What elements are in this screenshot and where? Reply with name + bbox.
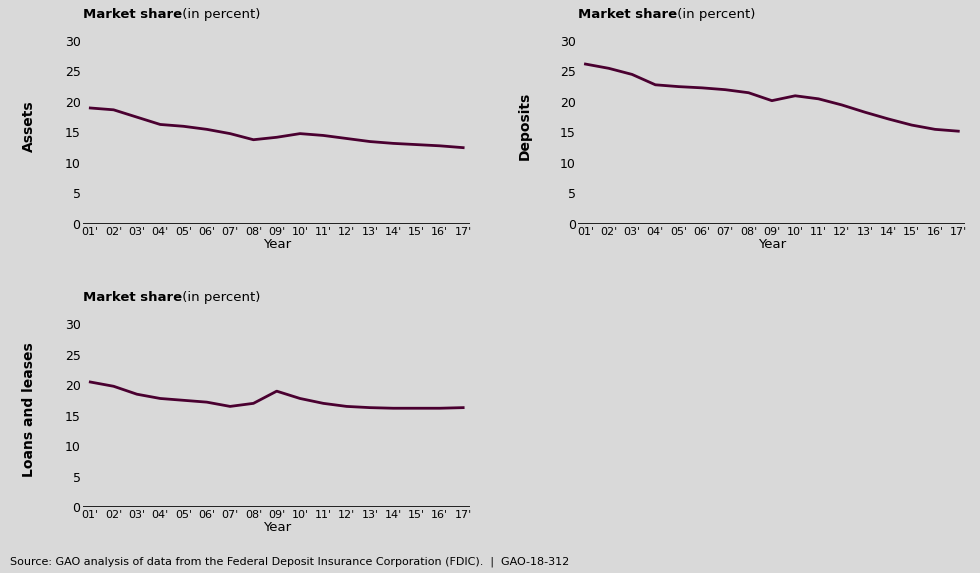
Text: Market share: Market share: [83, 291, 182, 304]
Text: Deposits: Deposits: [517, 92, 531, 160]
Text: Assets: Assets: [23, 100, 36, 152]
Text: (in percent): (in percent): [673, 8, 756, 21]
Text: (in percent): (in percent): [178, 291, 261, 304]
Text: Loans and leases: Loans and leases: [23, 342, 36, 477]
Text: Market share: Market share: [578, 8, 677, 21]
X-axis label: Year: Year: [263, 521, 291, 534]
Text: (in percent): (in percent): [178, 8, 261, 21]
X-axis label: Year: Year: [263, 238, 291, 251]
X-axis label: Year: Year: [758, 238, 786, 251]
Text: Source: GAO analysis of data from the Federal Deposit Insurance Corporation (FDI: Source: GAO analysis of data from the Fe…: [10, 557, 569, 567]
Text: Market share: Market share: [83, 8, 182, 21]
